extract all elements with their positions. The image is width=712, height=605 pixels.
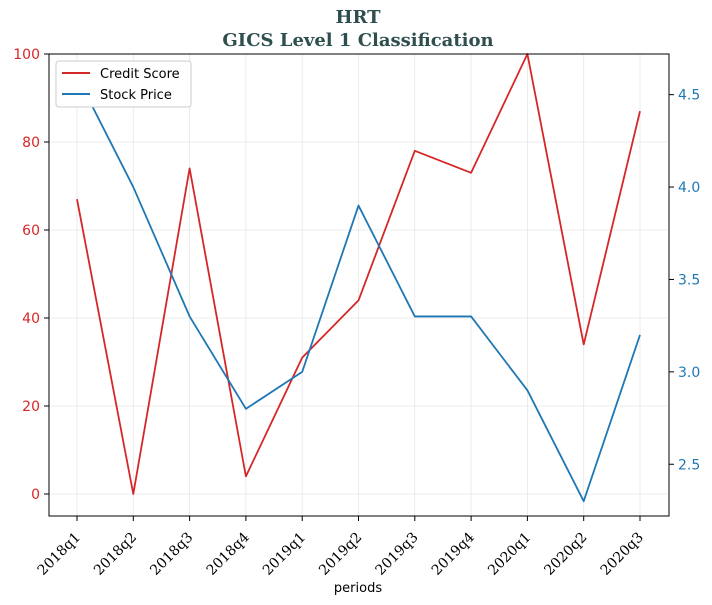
left-tick-label: 100 — [13, 47, 40, 63]
legend-label-stock-price: Stock Price — [100, 88, 172, 103]
right-tick-label: 4.0 — [678, 180, 700, 196]
x-tick-label: 2019q2 — [316, 530, 365, 579]
series-lines — [76, 53, 641, 503]
series-line-stock-price — [76, 75, 641, 503]
right-tick-label: 3.0 — [678, 365, 700, 381]
x-tick-label: 2019q4 — [429, 529, 478, 578]
right-y-axis: 2.5 3.0 3.5 4.0 4.5 — [669, 88, 700, 473]
x-axis: 2018q1 2018q2 2018q3 2018q4 2019q1 2019q2 2019… — [35, 516, 647, 579]
chart-title: HRT — [335, 7, 381, 28]
left-y-axis: 0 20 40 60 80 100 — [13, 47, 49, 503]
left-tick-label: 20 — [22, 399, 40, 415]
x-axis-label: periods — [334, 581, 382, 596]
right-tick-label: 3.5 — [678, 272, 700, 288]
legend-label-credit-score: Credit Score — [100, 67, 180, 82]
right-tick-label: 2.5 — [678, 457, 700, 473]
left-tick-label: 60 — [22, 223, 40, 239]
x-tick-label: 2020q1 — [485, 530, 534, 579]
left-tick-label: 0 — [31, 487, 40, 503]
x-tick-label: 2019q3 — [372, 530, 421, 579]
x-tick-label: 2018q3 — [147, 530, 196, 579]
x-tick-label: 2020q3 — [598, 530, 647, 579]
x-tick-label: 2018q4 — [204, 529, 253, 578]
right-tick-label: 4.5 — [678, 88, 700, 104]
left-tick-label: 80 — [22, 135, 40, 151]
left-tick-label: 40 — [22, 311, 40, 327]
x-tick-label: 2018q2 — [91, 530, 140, 579]
series-line-credit-score — [76, 53, 641, 495]
x-tick-label: 2018q1 — [35, 530, 84, 579]
legend: Credit Score Stock Price — [55, 60, 192, 108]
x-tick-label: 2020q2 — [541, 530, 590, 579]
chart-subtitle: GICS Level 1 Classification — [222, 30, 493, 51]
x-tick-label: 2019q1 — [260, 530, 309, 579]
